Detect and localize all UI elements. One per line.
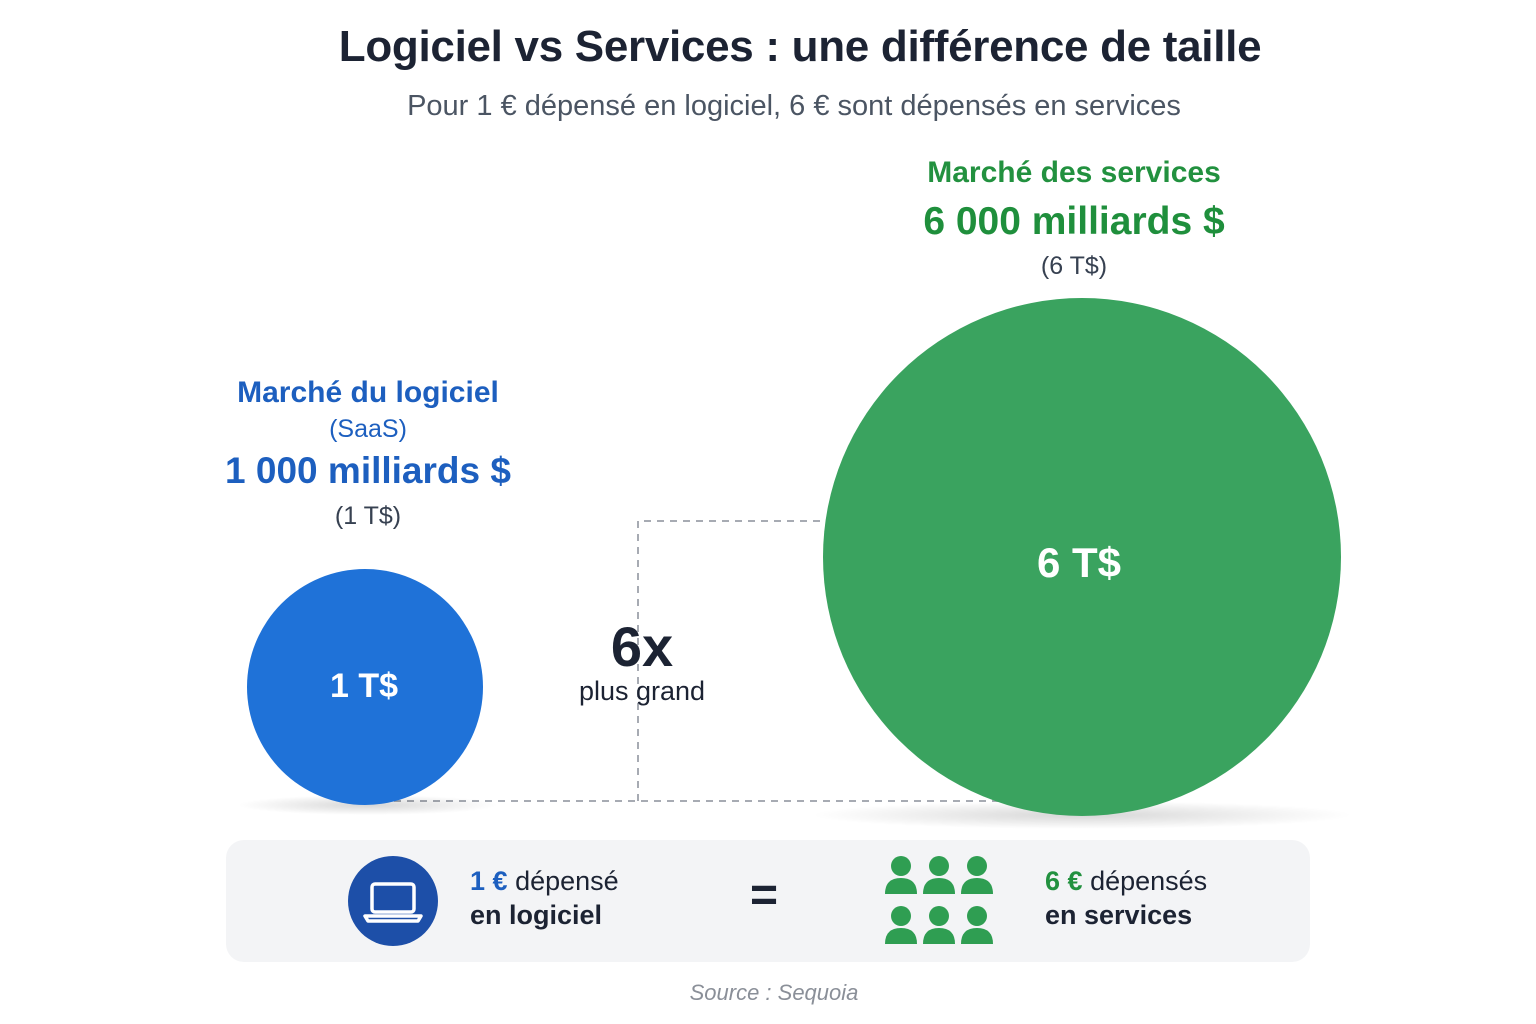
software-circle-label: 1 T$ xyxy=(330,667,398,705)
services-circle-label: 6 T$ xyxy=(1037,539,1121,586)
software-market-sublabel: (SaaS) xyxy=(329,415,407,443)
services-market-abbr: (6 T$) xyxy=(1040,252,1108,280)
page-subtitle: Pour 1 € dépensé en logiciel, 6 € sont d… xyxy=(407,90,1181,122)
services-market-value: 6 000 milliards $ xyxy=(923,200,1225,243)
person-icon xyxy=(885,856,917,894)
height-connector xyxy=(637,520,830,801)
person-icon xyxy=(885,906,917,944)
software-amount: 1 € xyxy=(470,866,508,896)
ratio-label: plus grand xyxy=(578,676,706,706)
equals-sign: = xyxy=(749,869,779,922)
software-equation-text: 1 € dépensé en logiciel xyxy=(470,864,619,932)
person-icon xyxy=(961,906,993,944)
ratio-value: 6x xyxy=(610,615,674,678)
software-line2: en logiciel xyxy=(470,900,603,930)
software-market-abbr: (1 T$) xyxy=(334,502,402,530)
services-spent-text: dépensés xyxy=(1090,866,1208,896)
person-icon xyxy=(923,856,955,894)
services-amount: 6 € xyxy=(1045,866,1083,896)
page-title: Logiciel vs Services : une différence de… xyxy=(338,22,1262,71)
software-spent-text: dépensé xyxy=(515,866,619,896)
services-circle xyxy=(823,298,1341,816)
laptop-icon xyxy=(348,856,438,946)
software-circle xyxy=(247,569,483,805)
software-market-label: Marché du logiciel xyxy=(237,376,499,409)
people-group-icon xyxy=(880,852,1000,948)
person-icon xyxy=(961,856,993,894)
services-equation-text: 6 € dépensés en services xyxy=(1045,864,1207,932)
software-market-value: 1 000 milliards $ xyxy=(225,450,511,491)
source-note: Source : Sequoia xyxy=(689,980,859,1005)
person-icon xyxy=(923,906,955,944)
software-circle-shadow xyxy=(238,795,498,815)
services-market-label: Marché des services xyxy=(927,156,1221,189)
services-line2: en services xyxy=(1045,900,1193,930)
